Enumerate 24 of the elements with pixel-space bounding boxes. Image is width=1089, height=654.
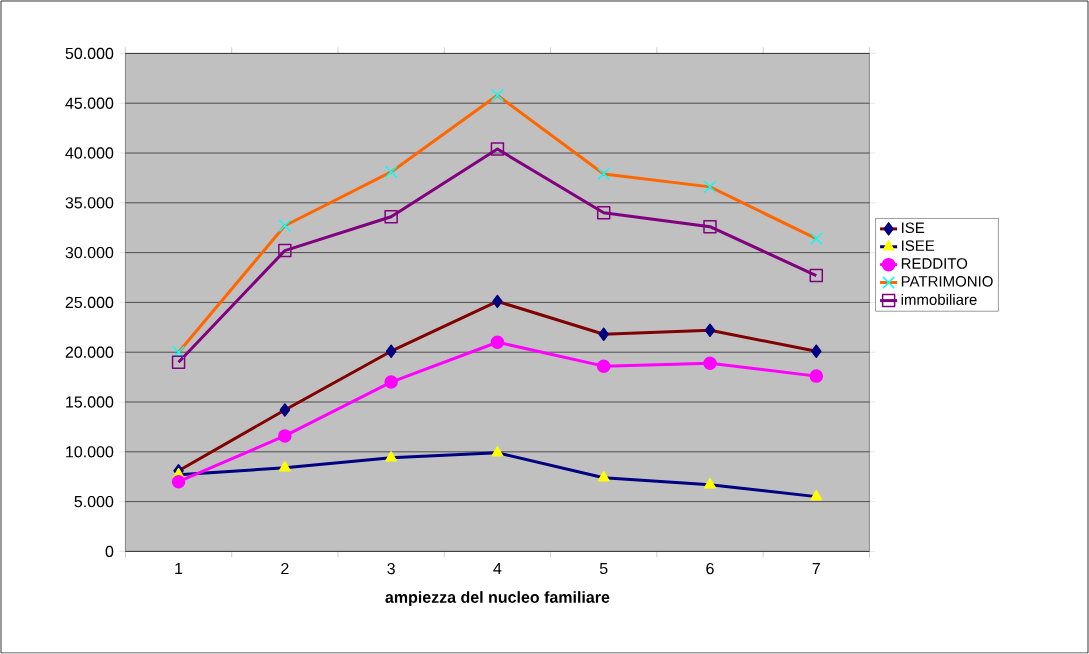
y-tick-label: 25.000 [65, 296, 114, 309]
y-tick-label: 15.000 [66, 396, 114, 408]
legend-label: PATRIMONIO [901, 276, 993, 287]
x-tick-label: 3 [387, 562, 395, 575]
y-tick-label: 40.000 [65, 147, 114, 159]
x-tick-label: 1 [175, 562, 183, 574]
legend-label: ISE [902, 222, 925, 234]
x-tick-label: 6 [706, 562, 714, 575]
x-axis-title: ampiezza del nucleo familiare [385, 591, 610, 607]
y-tick-label: 10.000 [66, 446, 114, 458]
x-tick-label: 4 [493, 562, 502, 574]
y-tick-label: 45.000 [65, 97, 114, 109]
legend-label: immobiliare [901, 293, 977, 305]
y-tick-label: 0 [105, 545, 114, 558]
y-tick-label: 35.000 [65, 197, 114, 209]
legend-label: ISEE [902, 240, 935, 251]
y-tick-label: 30.000 [65, 246, 114, 259]
x-tick-label: 7 [812, 562, 820, 574]
y-tick-label: 20.000 [65, 346, 114, 358]
x-tick-label: 5 [599, 562, 608, 575]
x-tick-label: 2 [281, 562, 289, 575]
y-tick-label: 5.000 [74, 495, 114, 508]
legend-label: REDDITO [901, 258, 968, 269]
y-tick-label: 50.000 [65, 47, 114, 60]
